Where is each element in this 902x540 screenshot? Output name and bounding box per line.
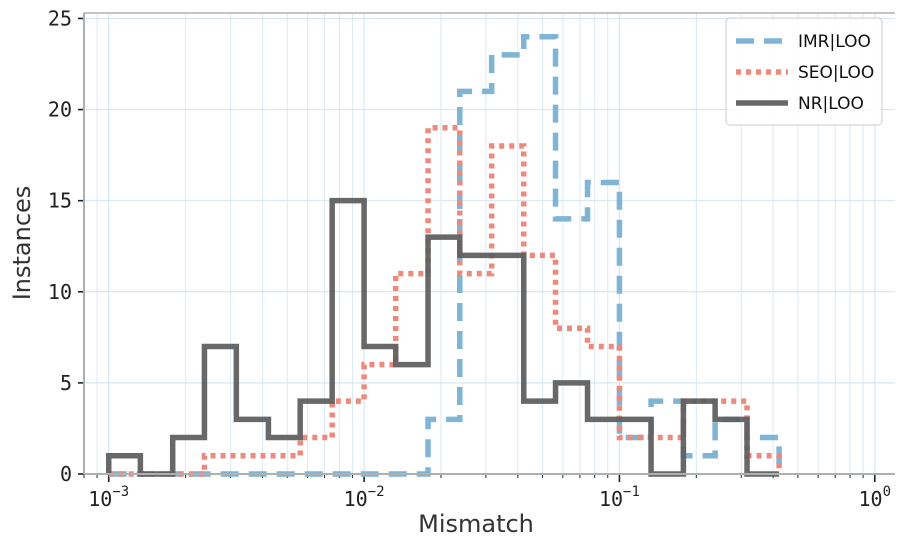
legend-label-seo: SEO|LOO xyxy=(798,63,874,83)
x-tick-label: 10−3 xyxy=(88,484,129,511)
tick-labels: 0 5 10 15 20 25 10−3 10−2 10−1 100 xyxy=(48,6,891,511)
y-tick-label: 5 xyxy=(60,371,72,395)
axes xyxy=(83,12,895,475)
legend-entry-nr: NR|LOO xyxy=(736,94,864,114)
legend-label-nr: NR|LOO xyxy=(798,94,864,114)
legend-frame xyxy=(725,17,883,126)
y-tick-label: 15 xyxy=(48,189,72,213)
y-tick-label: 20 xyxy=(48,98,72,122)
x-tick-label: 100 xyxy=(859,484,892,511)
series-nr-loo-step xyxy=(105,197,780,477)
series-seo-loo-step xyxy=(108,125,782,477)
y-tick-label: 25 xyxy=(48,6,72,30)
series-imr-loo-step xyxy=(108,33,782,477)
legend-label-imr: IMR|LOO xyxy=(798,32,871,52)
legend: IMR|LOO SEO|LOO NR|LOO xyxy=(725,17,883,126)
y-tick-label: 0 xyxy=(60,462,72,486)
legend-entry-imr: IMR|LOO xyxy=(736,32,871,52)
x-tick-label: 10−1 xyxy=(599,484,640,511)
y-axis-label: Instances xyxy=(8,186,36,301)
histogram-series xyxy=(105,33,782,477)
legend-entry-seo: SEO|LOO xyxy=(736,63,874,83)
y-tick-label: 10 xyxy=(48,280,72,304)
x-axis-label: Mismatch xyxy=(418,510,534,538)
x-tick-label: 10−2 xyxy=(344,484,385,511)
